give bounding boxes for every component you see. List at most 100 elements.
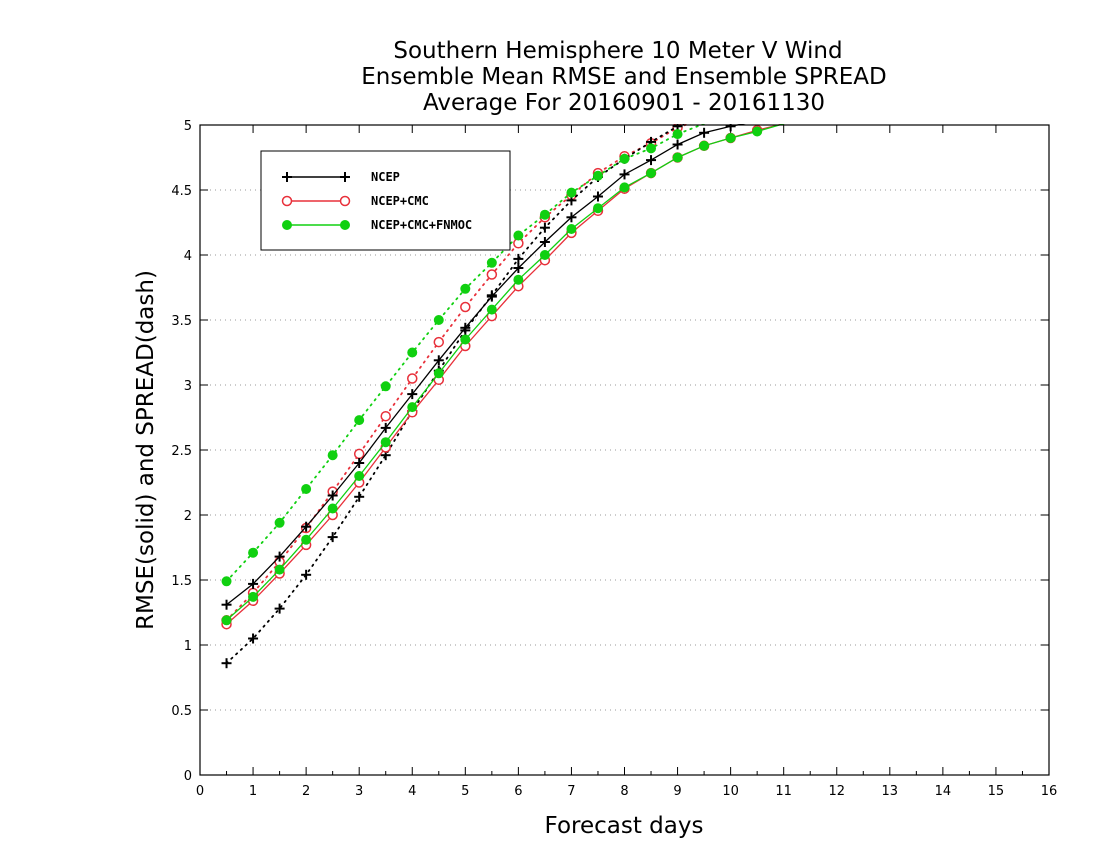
data-point: [327, 450, 338, 461]
data-point: [274, 564, 285, 575]
y-tick-label: 2: [184, 509, 192, 524]
y-axis: 0 0.5 1 1.5 2 2.5 3 3.5 4 4.5 5: [171, 119, 1049, 784]
data-point: [407, 402, 418, 413]
data-point: [301, 534, 312, 545]
x-tick-label: 15: [988, 784, 1005, 799]
data-point: [407, 347, 418, 358]
legend: NCEP NCEP+CMC NCEP+CMC+FNMOC: [260, 150, 511, 251]
data-point: [672, 129, 683, 140]
data-point: [354, 491, 365, 502]
title-line-1: Southern Hemisphere 10 Meter V Wind: [393, 38, 842, 64]
data-point: [301, 484, 312, 494]
data-point: [248, 633, 259, 644]
data-point: [592, 203, 603, 214]
data-point: [539, 222, 550, 233]
legend-label: NCEP+CMC: [371, 194, 429, 208]
x-tick-label: 9: [673, 784, 681, 799]
data-point: [566, 187, 577, 198]
data-point: [407, 389, 418, 400]
data-point: [513, 263, 524, 273]
legend-marker: [340, 220, 350, 230]
y-tick-label: 4: [184, 249, 192, 264]
data-point: [460, 283, 471, 294]
data-point: [672, 139, 683, 150]
data-point: [221, 576, 232, 587]
data-point: [513, 253, 524, 264]
x-tick-label: 13: [882, 784, 899, 799]
ncep-cmc-spread-line: [225, 124, 691, 622]
y-tick-label: 2.5: [171, 444, 192, 459]
data-point: [539, 209, 550, 220]
legend-marker: [281, 195, 293, 207]
data-point: [327, 532, 338, 543]
x-tick-label: 12: [828, 784, 845, 799]
data-point: [433, 315, 444, 325]
legend-marker: [340, 172, 350, 182]
data-point: [592, 170, 603, 181]
data-point: [460, 322, 471, 333]
plot-area: [221, 124, 785, 669]
data-point: [380, 381, 391, 392]
y-tick-label: 0.5: [171, 704, 192, 719]
data-point: [646, 143, 657, 154]
legend-marker: [282, 220, 292, 230]
ncep-spread-line: [225, 124, 686, 665]
data-point: [699, 127, 710, 138]
data-point: [274, 603, 285, 614]
data-point: [566, 212, 577, 223]
x-tick-label: 5: [461, 784, 469, 799]
data-point: [327, 490, 338, 501]
data-point: [486, 257, 497, 268]
y-tick-label: 3: [184, 379, 192, 394]
data-point: [725, 133, 736, 143]
x-tick-label: 10: [722, 784, 739, 799]
ncep-cmc-fnmoc-spread-line: [225, 124, 707, 583]
data-point: [513, 230, 524, 241]
title-line-3: Average For 20160901 - 20161130: [423, 90, 825, 116]
data-point: [619, 182, 630, 193]
data-point: [248, 578, 259, 589]
data-point: [725, 124, 736, 132]
x-tick-label: 8: [620, 784, 628, 799]
x-tick-label: 1: [249, 784, 257, 799]
data-point: [327, 503, 338, 514]
data-point: [460, 301, 471, 313]
x-tick-label: 3: [355, 784, 363, 799]
data-point: [248, 547, 259, 558]
data-point: [354, 415, 365, 426]
ncep-cmc-fnmoc-rmse-line: [225, 124, 785, 621]
y-tick-label: 4.5: [171, 184, 192, 199]
x-tick-label: 0: [196, 784, 204, 799]
data-point: [354, 458, 365, 468]
x-tick-label: 6: [514, 784, 522, 799]
title-line-2: Ensemble Mean RMSE and Ensemble SPREAD: [361, 64, 886, 90]
legend-label: NCEP: [371, 170, 400, 184]
data-point: [646, 168, 657, 179]
x-tick-label: 4: [408, 784, 416, 799]
y-tick-label: 5: [184, 119, 192, 134]
data-point: [274, 551, 285, 562]
data-point: [539, 237, 550, 247]
data-point: [752, 126, 763, 137]
series-group: [221, 124, 785, 669]
x-tick-label: 2: [302, 784, 310, 799]
data-point: [301, 569, 312, 580]
data-point: [380, 437, 391, 448]
y-tick-label: 3.5: [171, 314, 192, 329]
data-point: [513, 274, 524, 285]
ncep-rmse-line: [225, 124, 746, 606]
y-axis-label: RMSE(solid) and SPREAD(dash): [133, 270, 159, 630]
x-tick-label: 11: [775, 784, 792, 799]
legend-marker: [282, 172, 292, 182]
data-point: [221, 658, 232, 669]
x-tick-label: 14: [935, 784, 952, 799]
grid: [200, 189, 1049, 711]
data-point: [353, 448, 365, 460]
data-point: [248, 591, 259, 602]
x-tick-label: 7: [567, 784, 575, 799]
data-point: [354, 471, 365, 481]
data-point: [380, 422, 391, 433]
data-point: [486, 269, 498, 280]
data-point: [274, 517, 285, 528]
x-tick-label: 16: [1041, 784, 1058, 799]
